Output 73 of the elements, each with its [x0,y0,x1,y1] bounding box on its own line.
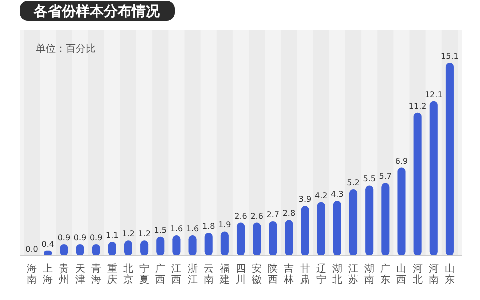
x-tick-label: 安徽 [252,263,262,286]
text: 单位：百分比 [36,43,96,55]
bar [269,221,278,256]
data-label: 2.7 [266,210,280,220]
bar [430,101,438,256]
x-tick-label: 湖南 [364,263,375,286]
data-label: 2.6 [250,212,264,221]
data-label: 0.0 [26,245,38,254]
data-label: 1.1 [106,230,119,240]
data-label: 3.9 [298,195,312,204]
data-label: 5.5 [363,174,376,184]
bar [350,190,358,256]
data-label: 0.4 [42,240,54,249]
bar [220,232,229,256]
data-label: 0.9 [58,233,71,242]
bar [301,206,310,256]
data-label: 15.1 [441,52,459,61]
x-tick-label: 山西 [396,263,407,286]
bar [398,168,406,256]
data-label: 0.9 [74,233,87,242]
data-label: 1.2 [122,230,135,239]
x-tick-label: 海南 [27,263,38,286]
x-tick-label: 广西 [156,263,166,286]
x-tick-label: 河北 [412,263,423,286]
x-tick-label: 河南 [428,263,439,286]
data-label: 1.5 [154,226,167,235]
x-tick-label: 江西 [172,263,182,286]
data-label: 4.3 [331,190,344,200]
x-tick-label: 宁夏 [140,263,150,286]
bar [285,220,294,256]
x-tick-label: 浙江 [188,263,198,286]
x-tick-label: 江苏 [348,263,359,286]
x-tick-label: 上海 [43,263,54,286]
bar [333,201,342,256]
data-label: 12.1 [424,90,443,100]
x-tick-label: 湖北 [332,263,342,286]
data-label: 4.2 [315,191,328,200]
data-label: 1.2 [138,230,151,239]
x-tick-label: 贵州 [59,263,70,286]
x-tick-label: 吉林 [283,263,294,286]
x-tick-label: 北京 [123,263,134,286]
data-label: 1.8 [202,222,216,231]
data-label: 1.9 [218,220,232,230]
data-label: 5.7 [379,172,392,182]
data-label: 2.8 [282,209,296,218]
bar [253,222,262,256]
chart-title: 各省份样本分布情况 [33,4,161,20]
data-label: 11.2 [408,102,427,111]
data-label: 0.9 [90,233,103,242]
data-label: 1.6 [186,224,200,234]
data-label: 6.9 [395,156,408,166]
x-tick-label: 云南 [204,264,214,286]
x-tick-label: 天津 [75,264,86,286]
x-tick-label: 四川 [236,264,246,286]
x-tick-label: 辽宁 [316,263,326,286]
data-label: 1.6 [170,224,184,234]
data-label: 2.6 [234,212,248,221]
bar [172,236,181,256]
bar [366,186,374,256]
bar [414,112,422,256]
x-tick-label: 陕西 [268,263,278,286]
x-tick-label: 青海 [91,263,102,286]
bar [236,222,246,256]
x-tick-label: 甘肃 [300,263,310,286]
x-tick-label: 广东 [380,263,391,286]
bar [382,183,390,256]
bar [317,202,326,256]
data-label: 5.2 [347,178,360,188]
bar [188,236,197,256]
x-tick-label: 重庆 [107,263,118,286]
x-tick-label: 山东 [444,263,455,286]
bar [204,232,213,256]
x-tick-label: 福建 [218,263,230,286]
